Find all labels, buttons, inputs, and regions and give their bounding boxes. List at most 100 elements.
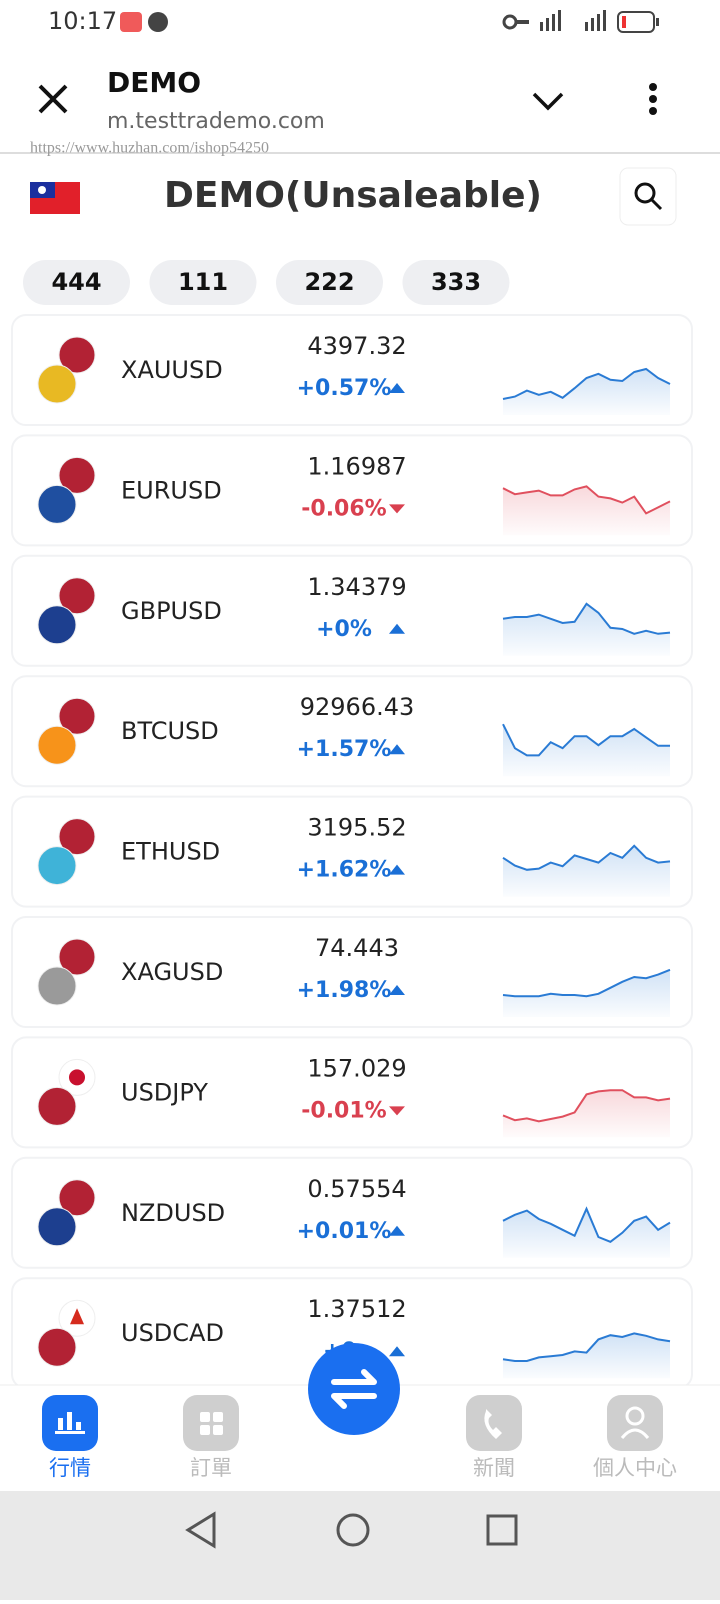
symbol: ETHUSD bbox=[121, 838, 220, 866]
search-button[interactable] bbox=[619, 167, 677, 226]
nav-item[interactable]: 新聞 bbox=[466, 1395, 522, 1480]
symbol-row[interactable]: ETHUSD 3195.52 +1.62% bbox=[11, 795, 693, 908]
back-button[interactable] bbox=[185, 1511, 216, 1549]
sparkline bbox=[502, 1332, 671, 1362]
system-nav bbox=[0, 1491, 720, 1600]
home-button[interactable] bbox=[336, 1513, 370, 1547]
nav-item[interactable]: 個人中心 bbox=[593, 1395, 677, 1480]
nav-icon-base bbox=[55, 1431, 85, 1434]
price: 1.37512 bbox=[307, 1295, 406, 1323]
symbol-row[interactable]: GBPUSD 1.34379 +0% bbox=[11, 554, 693, 667]
change: +0.57% bbox=[297, 376, 392, 401]
nav-label: 訂單 bbox=[190, 1456, 232, 1480]
base-icon bbox=[37, 1207, 77, 1247]
sparkline bbox=[502, 968, 671, 998]
symbol: USDJPY bbox=[121, 1078, 208, 1106]
sparkline-area bbox=[503, 845, 670, 897]
quote-icon bbox=[58, 336, 96, 374]
trade-button[interactable] bbox=[308, 1343, 400, 1435]
price: 1.16987 bbox=[307, 452, 406, 480]
quote-icon bbox=[58, 456, 96, 494]
nav-icon-cell bbox=[213, 1425, 223, 1435]
tab[interactable]: 444 bbox=[23, 260, 130, 305]
symbol: XAUUSD bbox=[121, 356, 223, 384]
tab[interactable]: 333 bbox=[402, 260, 510, 305]
quote-icon bbox=[58, 938, 96, 976]
symbol: BTCUSD bbox=[121, 717, 219, 745]
sparkline-area bbox=[503, 1208, 670, 1258]
up-arrow bbox=[389, 383, 405, 393]
sparkline bbox=[502, 844, 671, 871]
base-icon bbox=[37, 846, 77, 886]
sparkline bbox=[502, 723, 670, 757]
clock: 10:17 bbox=[48, 7, 117, 35]
recents-button[interactable] bbox=[486, 1514, 518, 1546]
nav-icon-cell bbox=[200, 1425, 210, 1435]
nav-label: 個人中心 bbox=[593, 1456, 677, 1480]
price: 74.443 bbox=[315, 934, 399, 962]
nav-icon-head bbox=[625, 1406, 645, 1426]
base-icon bbox=[37, 725, 77, 765]
nav-icon-cell bbox=[213, 1412, 223, 1422]
dropdown-button[interactable] bbox=[532, 92, 564, 111]
symbol: EURUSD bbox=[121, 476, 222, 504]
symbol: USDCAD bbox=[121, 1319, 224, 1347]
change: +1.62% bbox=[297, 858, 392, 883]
tab-label: 444 bbox=[51, 268, 101, 296]
up-arrow bbox=[389, 1346, 405, 1357]
close-button[interactable] bbox=[38, 84, 68, 114]
base-icon bbox=[37, 364, 77, 404]
price: 0.57554 bbox=[307, 1175, 406, 1203]
page-title: DEMO(Unsaleable) bbox=[164, 175, 542, 216]
tab-pill bbox=[23, 260, 130, 305]
symbol-row[interactable]: BTCUSD 92966.43 +1.57% bbox=[11, 675, 693, 788]
sparkline bbox=[502, 367, 671, 400]
price: 3195.52 bbox=[307, 814, 406, 842]
watermark: https://www.huzhan.com/ishop54250 bbox=[30, 140, 269, 157]
nav-icon-phone bbox=[484, 1409, 502, 1439]
sparkline bbox=[502, 1089, 671, 1123]
tab-label: 222 bbox=[304, 268, 354, 296]
nav-item[interactable]: 訂單 bbox=[183, 1395, 239, 1480]
sparkline-area bbox=[503, 1333, 670, 1379]
symbol-row[interactable]: EURUSD 1.16987 -0.06% bbox=[11, 434, 693, 547]
tab[interactable]: 111 bbox=[149, 260, 257, 305]
symbol-row[interactable]: USDJPY 157.029 -0.01% bbox=[11, 1036, 693, 1149]
tab-label: 111 bbox=[178, 268, 228, 296]
up-arrow bbox=[389, 744, 405, 755]
tab-pill bbox=[149, 260, 257, 305]
nav-icon-body bbox=[620, 1428, 650, 1439]
tab[interactable]: 222 bbox=[276, 260, 383, 305]
nav-item[interactable]: 行情 bbox=[42, 1395, 98, 1480]
menu-button[interactable] bbox=[649, 83, 657, 115]
status-icons bbox=[502, 10, 659, 33]
price: 4397.32 bbox=[307, 332, 406, 360]
quote-icon bbox=[58, 1179, 96, 1217]
header-title: DEMO bbox=[107, 66, 201, 99]
change: +0% bbox=[316, 617, 372, 642]
sparkline bbox=[502, 485, 671, 515]
sparkline-area bbox=[503, 369, 670, 415]
up-arrow bbox=[389, 623, 405, 634]
up-arrow bbox=[389, 985, 405, 995]
quote-icon-leaf bbox=[70, 1308, 84, 1325]
symbol-row[interactable]: XAGUSD 74.443 +1.98% bbox=[11, 916, 693, 1028]
quote-icon bbox=[58, 818, 96, 856]
sparkline-area bbox=[503, 486, 670, 536]
nav-icon bbox=[466, 1395, 522, 1451]
up-arrow bbox=[389, 864, 405, 875]
symbol-row[interactable]: NZDUSD 0.57554 +0.01% bbox=[11, 1156, 693, 1269]
tab-label: 333 bbox=[431, 268, 481, 296]
quote-icon-dot bbox=[69, 1069, 85, 1086]
base-icon bbox=[37, 966, 77, 1006]
symbol: NZDUSD bbox=[121, 1199, 225, 1227]
symbol-row[interactable]: XAUUSD 4397.32 +0.57% bbox=[11, 314, 693, 426]
price: 157.029 bbox=[307, 1054, 406, 1082]
nav-icon-cell bbox=[200, 1412, 210, 1422]
price: 1.34379 bbox=[307, 573, 406, 601]
down-arrow bbox=[389, 1106, 405, 1116]
sparkline-area bbox=[503, 724, 670, 777]
price: 92966.43 bbox=[300, 693, 415, 721]
up-arrow bbox=[389, 1225, 405, 1236]
